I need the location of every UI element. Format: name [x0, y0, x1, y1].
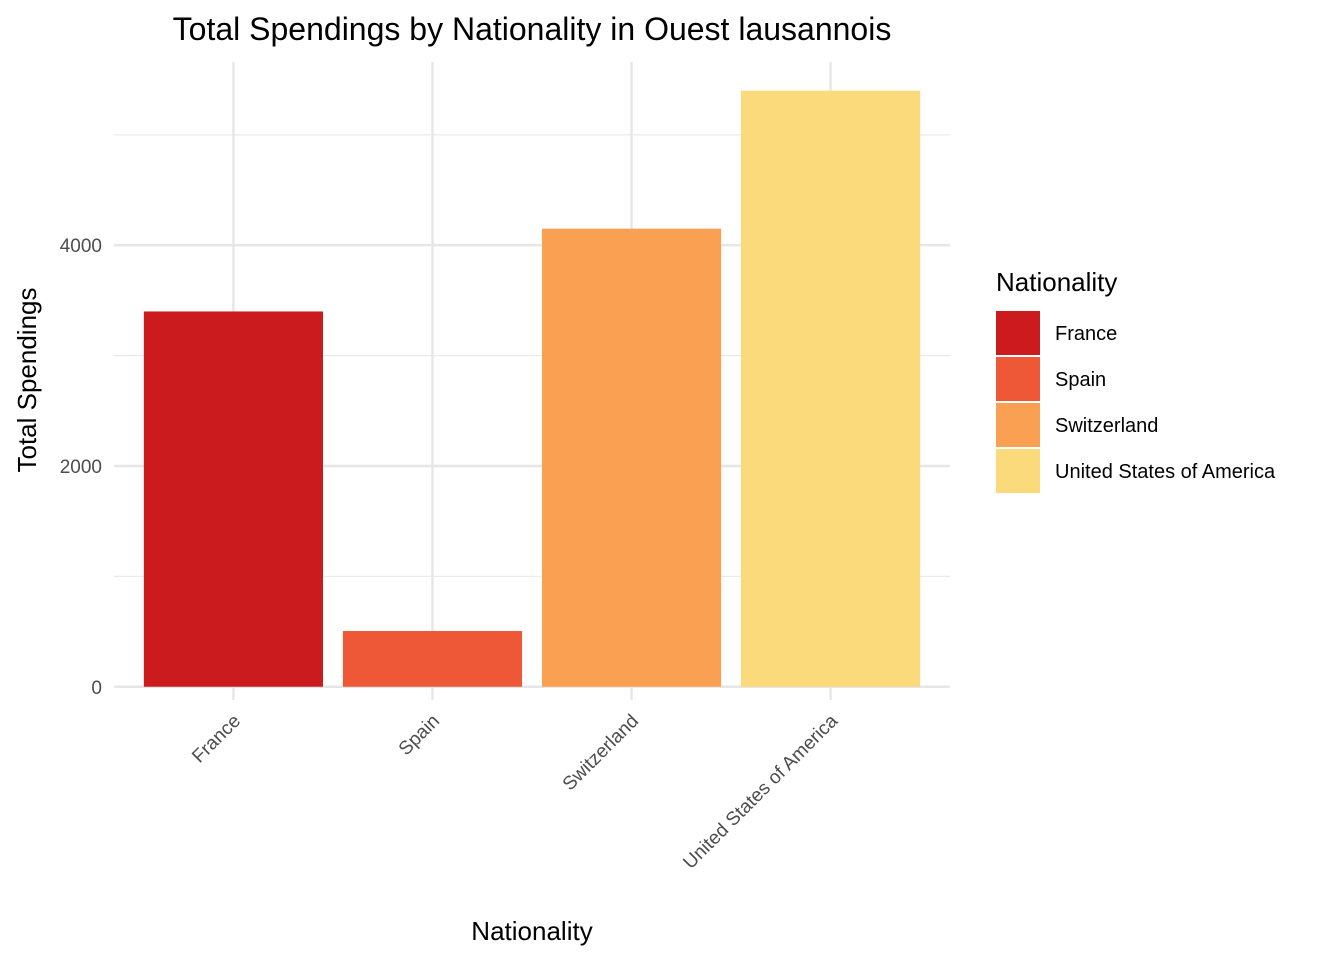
- bars: [143, 90, 921, 687]
- legend-key-switzerland: [996, 403, 1040, 447]
- x-tick-label-spain: Spain: [395, 711, 444, 760]
- x-axis-title: Nationality: [471, 916, 592, 946]
- legend-key-united-states-of-america: [996, 449, 1040, 493]
- bar-spain: [342, 631, 523, 687]
- x-axis-ticks: France Spain Switzerland United States of A…: [188, 710, 842, 873]
- x-tick-label-france: France: [188, 711, 245, 768]
- y-tick-label: 2000: [60, 457, 102, 478]
- bar-switzerland: [541, 228, 722, 687]
- legend: Nationality France Spain Switzerland United…: [996, 267, 1276, 493]
- y-tick-label: 4000: [60, 236, 102, 257]
- y-axis-ticks: 0 2000 4000: [60, 236, 102, 699]
- legend-label-switzerland: Switzerland: [1055, 415, 1158, 437]
- bar-france: [143, 311, 323, 687]
- x-tick-label-united-states-of-america: United States of America: [679, 710, 842, 873]
- legend-key-france: [996, 311, 1040, 355]
- legend-items: France Spain Switzerland United States of A…: [996, 311, 1276, 493]
- y-axis-title: Total Spendings: [12, 287, 42, 472]
- x-tick-label-switzerland: Switzerland: [559, 711, 643, 795]
- y-tick-label: 0: [91, 678, 102, 699]
- legend-label-united-states-of-america: United States of America: [1055, 461, 1276, 483]
- legend-label-france: France: [1055, 323, 1117, 345]
- chart-title: Total Spendings by Nationality in Ouest …: [173, 11, 892, 47]
- legend-key-spain: [996, 357, 1040, 401]
- legend-title: Nationality: [996, 267, 1117, 297]
- legend-label-spain: Spain: [1055, 369, 1106, 391]
- bar-united-states-of-america: [741, 90, 921, 687]
